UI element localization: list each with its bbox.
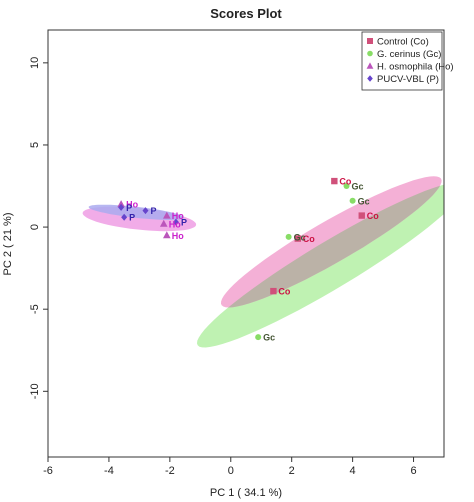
x-tick-label: 2 xyxy=(289,465,295,477)
legend-label-gc: G. cerinus (Gc) xyxy=(377,49,441,60)
point-label-ho-4: Ho xyxy=(172,231,184,241)
x-tick-label: 6 xyxy=(410,465,416,477)
point-co-2 xyxy=(358,212,365,219)
legend: Control (Co) G. cerinus (Gc)H. osmophila … xyxy=(361,31,454,91)
point-label-p-2: P xyxy=(129,213,135,223)
y-axis: -10 -5 0 5 10 xyxy=(29,57,48,399)
y-tick-label: 10 xyxy=(29,57,41,69)
legend-label-co: Control (Co) xyxy=(377,36,429,47)
point-ho-3 xyxy=(159,219,168,227)
point-label-co-1: Co xyxy=(339,177,351,187)
chart-title: Scores Plot xyxy=(210,6,282,21)
point-p-2 xyxy=(121,213,128,221)
point-label-p-3: P xyxy=(126,203,132,213)
plot-frame xyxy=(47,29,445,458)
point-label-ho-1: Ho xyxy=(126,200,138,210)
legend-box xyxy=(361,31,443,91)
point-p-3 xyxy=(118,203,125,211)
point-label-co-4: Co xyxy=(278,287,290,297)
point-co-1 xyxy=(331,177,338,185)
point-label-co-2: Co xyxy=(367,211,379,221)
point-p-1 xyxy=(142,207,149,215)
legend-marker-ho xyxy=(366,62,374,69)
point-gc-3 xyxy=(285,233,292,240)
point-label-p-1: P xyxy=(150,206,156,216)
point-label-ho-3: Ho xyxy=(169,219,181,229)
point-ho-1 xyxy=(117,200,125,208)
y-axis-label: PC 2 ( 21 %) xyxy=(2,213,14,276)
point-ho-4 xyxy=(163,231,171,239)
point-label-gc-4: Gc xyxy=(263,333,275,343)
point-co-3 xyxy=(294,235,301,242)
point-gc-4 xyxy=(255,334,262,341)
legend-marker-p xyxy=(367,75,373,82)
y-tick-label: -5 xyxy=(29,304,41,314)
ellipse-overlap xyxy=(221,182,442,308)
point-label-gc-2: Gc xyxy=(358,196,370,206)
x-tick-label: -4 xyxy=(104,465,114,477)
x-tick-label: 4 xyxy=(350,465,356,477)
legend-label-p: PUCV-VBL (P) xyxy=(377,74,439,85)
legend-marker-co xyxy=(367,38,373,44)
y-tick-label: 5 xyxy=(29,142,41,148)
point-label-co-3: Co xyxy=(303,234,315,244)
overlap-region xyxy=(221,182,442,308)
x-tick-label: -6 xyxy=(43,465,53,477)
y-tick-label: -10 xyxy=(29,383,41,399)
point-p-4 xyxy=(172,218,179,226)
point-label-ho-2: Ho xyxy=(172,211,184,221)
legend-marker-gc xyxy=(367,50,373,57)
point-label-gc-3: Gc xyxy=(294,232,306,242)
ellipse-p xyxy=(88,204,184,220)
y-tick-label: 0 xyxy=(29,224,41,230)
x-axis: -6 -4 -2 0 2 4 6 xyxy=(43,457,417,477)
legend-label-ho: H. osmophila (Ho) xyxy=(377,61,454,72)
x-tick-label: 0 xyxy=(228,465,234,477)
point-co-4 xyxy=(270,287,277,295)
point-ho-2 xyxy=(163,211,171,219)
x-tick-label: -2 xyxy=(165,465,175,477)
data-points xyxy=(117,177,365,341)
point-label-p-4: P xyxy=(181,218,187,228)
point-label-gc-1: Gc xyxy=(352,182,364,192)
x-axis-label: PC 1 ( 34.1 %) xyxy=(210,487,282,499)
point-gc-2 xyxy=(349,197,356,204)
point-gc-1 xyxy=(343,183,350,190)
